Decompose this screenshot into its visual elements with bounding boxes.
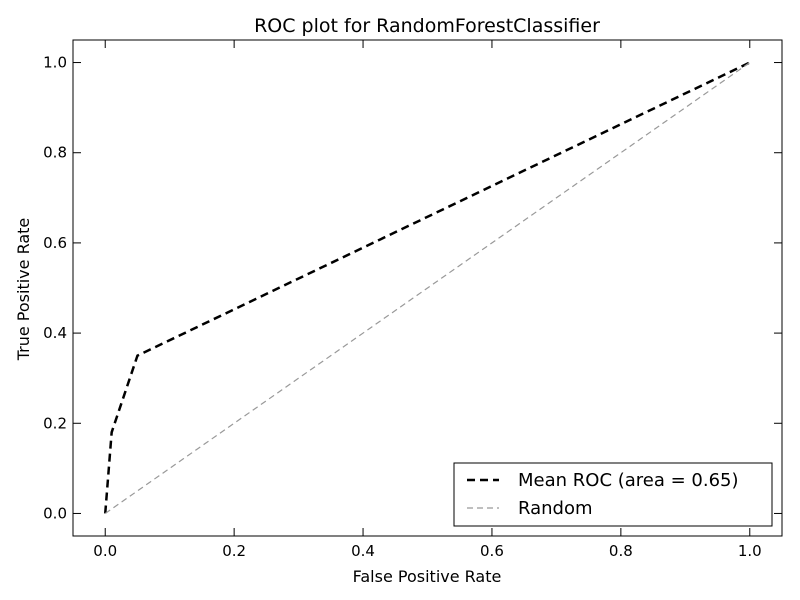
y-tick-label: 0.2	[43, 414, 67, 432]
y-tick-label: 0.0	[43, 504, 67, 522]
series-line-0	[103, 61, 751, 514]
y-tick-label: 0.6	[43, 234, 67, 252]
series-line-1	[104, 62, 751, 514]
legend-box	[453, 462, 773, 527]
x-tick-label: 0.6	[480, 542, 504, 560]
y-tick-label: 1.0	[43, 54, 67, 72]
legend-entry-0: Mean ROC (area = 0.65)	[518, 470, 739, 491]
plot-frame	[72, 39, 783, 537]
x-tick-label: 0.8	[609, 542, 633, 560]
x-tick-label: 1.0	[738, 542, 762, 560]
chart-title: ROC plot for RandomForestClassifier	[254, 15, 600, 37]
x-axis-label: False Positive Rate	[353, 567, 502, 586]
y-tick-label: 0.4	[43, 324, 67, 342]
legend-entry-1: Random	[518, 498, 593, 519]
legend: Mean ROC (area = 0.65) Random	[453, 462, 773, 527]
y-axis-label: True Positive Rate	[14, 218, 33, 362]
y-tick-label: 0.8	[43, 144, 67, 162]
axes: 0.0 0.2 0.4 0.6 0.8 1.0 0.0 0.2 0.4 0.6 0.8 1.0	[43, 39, 783, 560]
plot-area	[103, 61, 751, 514]
x-tick-label: 0.2	[222, 542, 246, 560]
x-tick-label: 0.4	[351, 542, 375, 560]
x-tick-label: 0.0	[93, 542, 117, 560]
